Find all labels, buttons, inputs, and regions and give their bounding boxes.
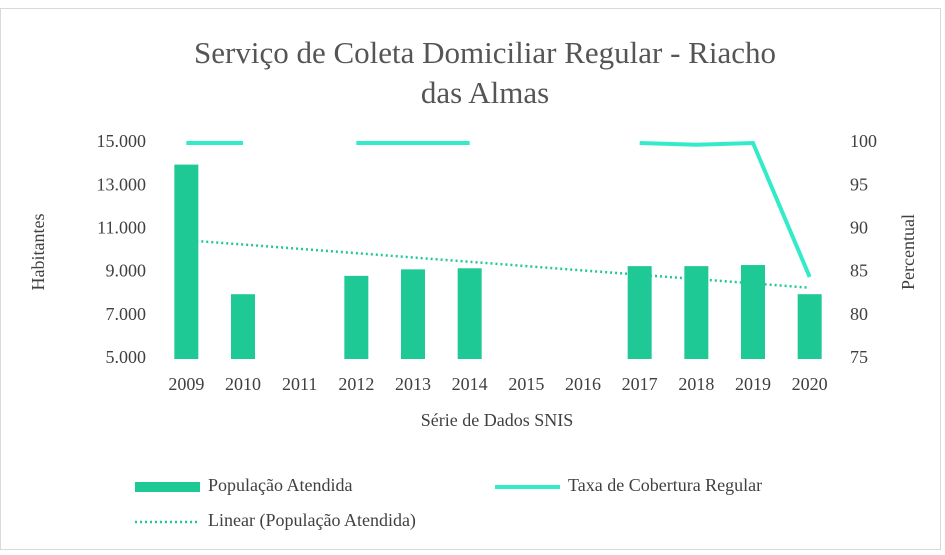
y-tick-label: 7.000 [106, 304, 147, 324]
x-tick-label: 2011 [282, 374, 317, 394]
legend-label: População Atendida [208, 475, 352, 495]
bar [231, 294, 255, 359]
line [186, 140, 812, 278]
x-tick-label: 2013 [395, 374, 431, 394]
y-tick-label: 13.000 [97, 174, 147, 194]
title-line: Serviço de Coleta Domiciliar Regular - R… [194, 35, 776, 70]
y2-tick-label: 100 [850, 131, 877, 151]
x-tick-label: 2015 [508, 374, 544, 394]
legend-label: Linear (População Atendida) [208, 510, 416, 531]
x-tick-label: 2020 [792, 374, 828, 394]
legend-label: Taxa de Cobertura Regular [568, 475, 762, 495]
legend-swatch [135, 482, 200, 492]
x-tick-label: 2012 [338, 374, 374, 394]
bar [457, 268, 482, 359]
x-tick-label: 2010 [225, 374, 261, 394]
y2-tick-label: 90 [850, 218, 868, 238]
y-tick-label: 11.000 [97, 218, 146, 238]
bar [741, 265, 765, 359]
bar [797, 294, 822, 359]
bar [344, 275, 369, 359]
y2-tick-label: 95 [850, 174, 868, 194]
chart-title: Serviço de Coleta Domiciliar Regular - R… [194, 35, 776, 110]
x-tick-label: 2009 [168, 374, 204, 394]
title-line: das Almas [421, 75, 549, 110]
y-axis-label: Habitantes [28, 214, 48, 291]
x-tick-label: 2014 [452, 374, 488, 394]
y-tick-label: 5.000 [106, 347, 147, 367]
x-tick-label: 2018 [678, 374, 714, 394]
bar [684, 266, 709, 359]
bar [401, 269, 425, 359]
x-axis-label: Série de Dados SNIS [421, 410, 573, 430]
trend-line [186, 238, 810, 289]
bar [174, 164, 199, 359]
y2-tick-label: 75 [850, 347, 868, 367]
x-tick-label: 2017 [622, 374, 658, 394]
bar [627, 266, 652, 359]
y2-axis-label: Percentual [898, 214, 918, 290]
y-tick-label: 9.000 [106, 261, 147, 281]
y-tick-label: 15.000 [97, 131, 147, 151]
y2-tick-label: 80 [850, 304, 868, 324]
x-tick-label: 2019 [735, 374, 771, 394]
x-tick-label: 2016 [565, 374, 601, 394]
y2-tick-label: 85 [850, 261, 868, 281]
